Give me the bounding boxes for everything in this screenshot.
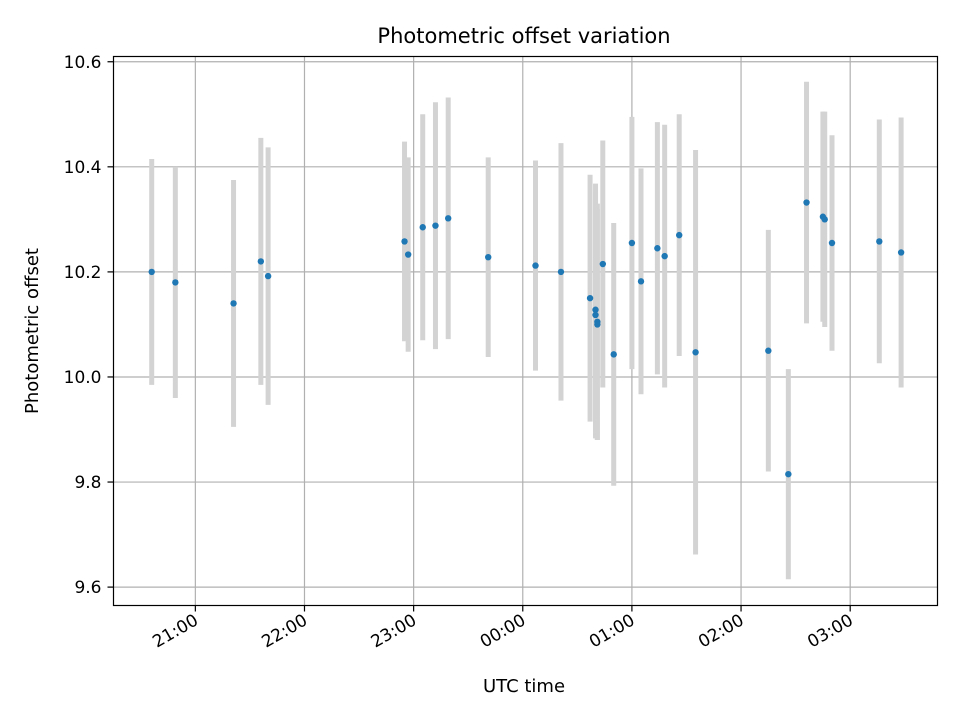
x-axis-title: UTC time [483,676,565,697]
data-point [897,249,905,256]
y-tick-label: 9.8 [74,473,101,493]
data-point [628,239,636,247]
data-point [785,470,792,478]
data-point [172,279,179,286]
data-point [592,311,599,319]
y-tick-label: 10.2 [64,263,102,283]
data-point [692,349,699,356]
data-point [432,222,439,229]
data-point [404,251,412,258]
data-point [257,258,265,265]
data-point [419,224,426,231]
data-point [610,351,617,358]
data-point [876,238,883,245]
plot-frame [112,55,939,607]
data-point [485,253,492,261]
data-point [661,252,668,260]
data-point [532,262,539,269]
data-point [821,216,828,223]
data-point [557,268,565,276]
data-point [676,231,683,239]
data-point [148,268,155,276]
data-point [230,300,237,307]
data-point [592,306,599,313]
y-tick-label: 10.0 [64,368,102,388]
data-point [654,245,661,252]
point-layer [148,199,905,478]
data-point [444,215,452,222]
chart-title: Photometric offset variation [377,24,670,48]
data-point [586,294,594,302]
data-point [401,238,408,245]
data-point [599,260,607,268]
y-tick-label: 10.4 [64,158,102,178]
data-point [637,278,645,285]
y-axis-ticks: 9.6 9.8 10.0 10.2 10.4 10.6 [64,53,114,598]
data-point [828,239,836,247]
y-tick-label: 10.6 [64,53,102,73]
data-point [803,199,810,206]
data-point [594,321,601,328]
data-point [765,347,772,354]
y-tick-label: 9.6 [74,578,101,598]
data-point [264,272,272,280]
y-axis-title: Photometric offset [22,248,43,414]
